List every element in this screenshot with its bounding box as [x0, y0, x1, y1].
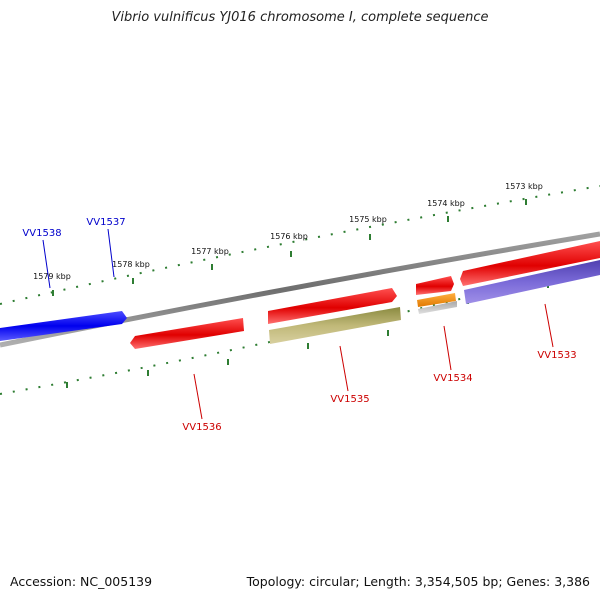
feature-VV1534-grey[interactable]: [418, 301, 457, 314]
scale-label: 1576 kbp: [270, 232, 308, 241]
gene-label: VV1538: [22, 228, 61, 239]
scale-label: 1579 kbp: [33, 272, 71, 281]
callout-VV1536: [193, 373, 203, 420]
gene-label: VV1534: [433, 373, 472, 384]
scale-label: 1578 kbp: [112, 260, 150, 269]
gene-label: VV1535: [330, 394, 369, 405]
feature-VV1535[interactable]: [269, 307, 401, 344]
callout-VV1534: [443, 325, 452, 371]
gene-VV1534-upper[interactable]: [416, 276, 454, 295]
scale-label: 1574 kbp: [427, 199, 465, 208]
callout-VV1538: [42, 239, 51, 289]
callout-VV1537: [107, 228, 115, 278]
gene-VV1538[interactable]: [0, 311, 127, 341]
gene-VV1535-upper[interactable]: [268, 288, 397, 324]
feature-VV1533[interactable]: [464, 260, 600, 304]
callout-VV1533: [544, 303, 554, 348]
callout-VV1535: [339, 345, 349, 392]
scale-label: 1577 kbp: [191, 247, 229, 256]
topology-summary: Topology: circular; Length: 3,354,505 bp…: [246, 574, 590, 589]
gene-VV1536[interactable]: [130, 318, 244, 349]
gene-label: VV1537: [86, 217, 125, 228]
feature-VV1534-orange[interactable]: [417, 293, 456, 307]
page-title: Vibrio vulnificus YJ016 chromosome I, co…: [111, 10, 489, 25]
accession-text: Accession: NC_005139: [10, 574, 153, 589]
gene-label: VV1536: [182, 422, 221, 433]
scale-label: 1575 kbp: [349, 215, 387, 224]
outer-major-ticks: [52, 199, 527, 296]
scale-label: 1573 kbp: [505, 182, 543, 191]
gene-label: VV1533: [537, 350, 576, 361]
gene-VV1533-upper[interactable]: [460, 241, 600, 286]
